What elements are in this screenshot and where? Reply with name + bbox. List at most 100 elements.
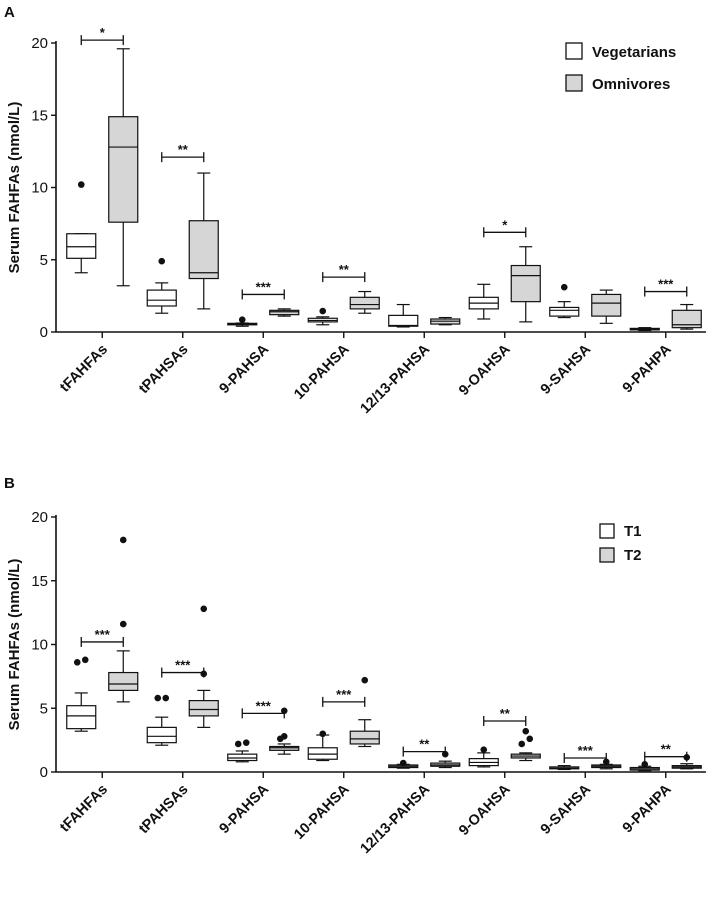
panel-b-significance: ** [644,742,688,762]
outlier-point [119,536,127,544]
outlier-point [399,759,407,767]
box-iqr [108,671,139,691]
panel-b-significance: *** [322,687,366,707]
panel-b-y-axis-title: Serum FAHFAs (nmol/L) [6,559,23,731]
panel-b-chart: 0 5 10 15 20 Serum FAHFAs (nmol/L) tFAHFAs tPAH… [6,509,706,857]
sig-label: * [502,217,508,232]
panel-b-x-tick-label: tPAHSAs [136,782,192,838]
box-iqr [146,289,177,307]
panel-b-box-t1 [307,730,338,762]
outlier-point [81,656,89,664]
legend-label: Vegetarians [592,44,676,61]
outlier-point [518,740,526,748]
sig-label: *** [336,687,352,702]
box-iqr [671,309,702,329]
panel-a-y-tick-label: 15 [31,107,48,124]
box-iqr [307,747,338,760]
panel-a-x-tick-label: tPAHSAs [136,342,192,398]
panel-b-box-t1 [146,694,177,746]
outlier-point [522,727,530,735]
panel-a-significance: ** [322,262,366,283]
panel-b-x-tick-label: 9-SAHSA [538,781,595,838]
panel-a-significance: *** [241,279,285,300]
panel-a-chart: 0 5 10 15 20 Serum FAHFAs (nmol/L) tFAHFAs tPAH… [6,25,706,417]
panel-b-x-tick-label: 10-PAHSA [291,781,353,843]
panel-a-letter: A [4,4,15,21]
sig-label: *** [658,277,674,292]
panel-b-significance: ** [483,706,527,726]
panel-a-box-omnivores [108,48,139,287]
outlier-point [280,733,288,740]
box-iqr [591,293,622,317]
panel-a-legend: Vegetarians Omnivores [565,42,676,93]
panel-a-box-vegetarians [146,257,177,314]
panel-a-box-vegetarians [227,316,258,327]
panel-a-box-omnivores [188,172,219,310]
panel-a-box-omnivores [510,246,541,323]
panel-b-x-tick-label: tFAHFAs [57,782,111,836]
outlier-point [242,739,250,746]
sig-label: * [100,25,106,40]
outlier-point [319,307,327,315]
panel-a-box-omnivores [269,308,300,317]
outlier-point [119,620,127,628]
panel-b-box-t1 [629,761,660,772]
panel-a-significance: *** [644,277,688,297]
panel-a-y-tick-label: 10 [31,180,48,197]
legend-swatch [599,523,615,539]
panel-b-significance: *** [563,743,607,763]
panel-b-box-t1 [227,739,258,763]
box-iqr [66,233,97,259]
panel-a-x-tick-label: 10-PAHSA [291,341,353,403]
panel-a-y-tick-label: 5 [40,252,48,269]
outlier-point [158,257,166,265]
box-iqr [510,264,541,303]
panel-b-box-t2 [269,707,300,755]
panel-b-box-t1 [66,656,97,732]
panel-a-box-vegetarians [629,327,660,332]
legend-label: T2 [624,547,642,564]
outlier-point [200,605,208,613]
panel-b-x-tick-label: 9-OAHSA [456,781,514,839]
outlier-point [641,761,649,768]
legend-label: Omnivores [592,76,670,93]
outlier-point [77,181,85,188]
outlier-point [480,746,488,753]
sig-label: *** [256,698,272,713]
panel-a-x-tick-label: 9-OAHSA [456,341,514,399]
panel-a-y-tick-label: 0 [40,324,48,341]
outlier-point [526,735,534,743]
panel-b-y-tick-label: 20 [31,509,48,526]
outlier-point [234,740,242,748]
panel-a-box-omnivores [671,303,702,330]
sig-label: ** [339,262,350,277]
panel-b-box-t2 [188,605,219,728]
panel-a-x-tick-label: 9-PAHSA [217,341,273,397]
box-iqr [349,730,380,745]
box-iqr [188,699,219,717]
box-iqr [549,306,580,317]
panel-b-significance: *** [80,627,124,647]
panel-b-x-tick-label: 12/13-PAHSA [358,781,434,857]
panel-b-box-t1 [388,759,419,769]
panel-a-box-omnivores [591,289,622,324]
box-iqr [269,745,300,751]
panel-a-y-axis-title: Serum FAHFAs (nmol/L) [6,102,23,274]
legend-swatch [565,74,583,92]
legend-swatch [565,42,583,60]
panel-a-box-vegetarians [307,307,338,326]
panel-a-significance: * [483,217,527,238]
panel-b-box-t2 [430,750,461,769]
panel-a-box-vegetarians [468,283,499,320]
panel-a-box-omnivores [349,290,380,314]
box-iqr [349,296,380,310]
panel-b-y-tick-label: 15 [31,573,48,590]
panel-a-significance: ** [161,142,205,163]
panel-b-significance: *** [241,698,285,719]
panel-a-y-tick-label: 20 [31,35,48,52]
box-iqr [66,705,97,730]
sig-label: ** [419,737,430,752]
panel-b-box-t1 [549,765,580,771]
